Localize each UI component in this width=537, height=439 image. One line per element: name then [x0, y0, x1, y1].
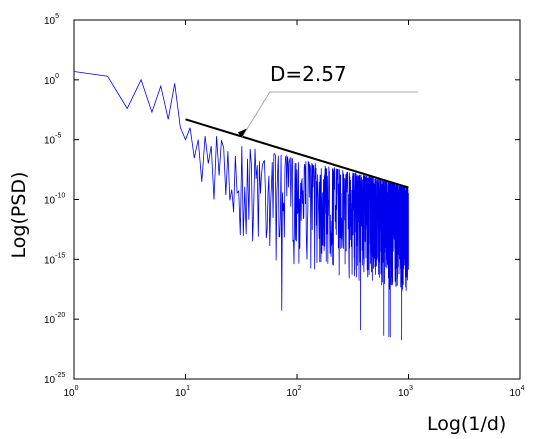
y-axis-label: Log(PSD) [8, 172, 30, 259]
x-tick-label: 101 [175, 385, 190, 399]
annotation-arrowhead [237, 128, 247, 138]
psd-series-line [73, 71, 409, 341]
annotation-layer: D=2.57 [237, 62, 418, 138]
y-tick-label: 10-20 [44, 312, 65, 326]
annotation-leader [241, 91, 418, 138]
fit-layer [185, 118, 409, 189]
y-tick-label: 10-15 [44, 252, 65, 266]
y-tick-label: 100 [44, 73, 59, 87]
x-axis-label: Log(1/d) [427, 413, 506, 435]
x-tick-label: 100 [63, 385, 78, 399]
annotation-label: D=2.57 [270, 62, 347, 86]
fit-line [185, 118, 409, 189]
y-tick-label: 10-25 [44, 372, 65, 386]
y-tick-label: 10-5 [44, 133, 61, 147]
y-tick-label: 105 [44, 13, 59, 27]
series-layer [73, 71, 409, 341]
x-tick-label: 102 [286, 385, 301, 399]
x-tick-label: 103 [398, 385, 413, 399]
x-tick-label: 104 [509, 385, 524, 399]
axis-ticks: 100 101 102 103 104 10-25 10-20 10-15 10-10 10-5 1… [44, 13, 525, 399]
y-tick-label: 10-10 [44, 193, 65, 207]
